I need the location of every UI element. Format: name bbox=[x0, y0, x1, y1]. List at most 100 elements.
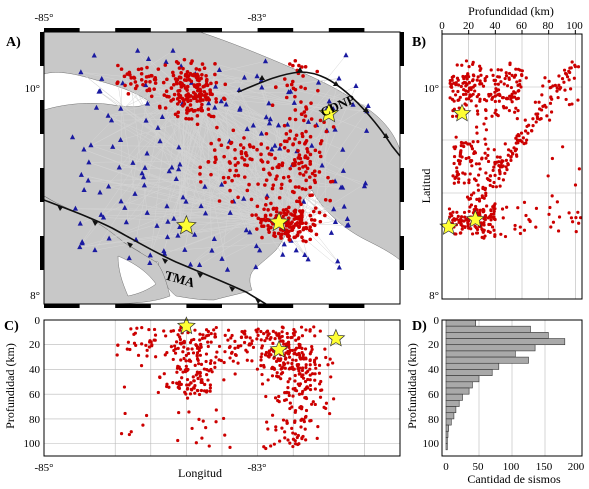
hypocenter-dot bbox=[555, 86, 559, 90]
station-triangle bbox=[81, 186, 87, 192]
hypocenter-dot bbox=[286, 438, 290, 442]
hypocenter-dot bbox=[287, 345, 291, 349]
hypocenter-dot bbox=[145, 354, 149, 358]
hypocenter-dot bbox=[265, 336, 269, 340]
epicenter-dot bbox=[255, 227, 259, 231]
hypocenter-dot bbox=[505, 168, 509, 172]
hypocenter-dot bbox=[283, 436, 287, 440]
epicenter-dot bbox=[184, 97, 189, 101]
hypocenter-dot bbox=[147, 345, 151, 349]
station-triangle bbox=[219, 255, 225, 261]
station-triangle bbox=[176, 144, 182, 150]
station-triangle bbox=[326, 98, 332, 104]
epicenter-dot bbox=[214, 97, 218, 101]
epicenter-dot bbox=[305, 147, 309, 151]
epicenter-dot bbox=[297, 161, 301, 166]
hypocenter-dot bbox=[290, 361, 294, 366]
epicenter-dot bbox=[301, 227, 306, 232]
epicenter-dot bbox=[255, 147, 259, 152]
hypocenter-dot bbox=[221, 416, 226, 421]
panel-c-ytick-80: 80 bbox=[29, 414, 41, 426]
epicenter-dot bbox=[139, 77, 144, 82]
hypocenter-dot bbox=[557, 83, 561, 87]
station-triangle bbox=[340, 167, 346, 173]
hypocenter-dot bbox=[301, 353, 305, 357]
hypocenter-dot bbox=[185, 383, 189, 387]
panel-a: A) CDNP TMA -85° -83° 10° 8° bbox=[6, 12, 404, 308]
epicenter-dot bbox=[171, 73, 176, 78]
epicenter-dot bbox=[279, 182, 284, 187]
epicenter-dot bbox=[236, 173, 241, 178]
hypocenter-dot bbox=[291, 444, 295, 449]
hypocenter-dot bbox=[177, 380, 182, 384]
raypath-line bbox=[80, 72, 143, 86]
hypocenter-dot bbox=[466, 142, 470, 146]
hypocenter-dot bbox=[317, 363, 322, 367]
epicenter-dot bbox=[326, 175, 330, 180]
epicenter-dot bbox=[185, 111, 189, 115]
hypocenter-dot bbox=[293, 373, 297, 378]
hypocenter-dot bbox=[187, 410, 191, 414]
epicenter-dot bbox=[145, 88, 149, 93]
panel-c-ytick-100: 100 bbox=[24, 438, 41, 450]
station-triangle bbox=[116, 164, 122, 170]
epicenter-dot bbox=[119, 67, 124, 71]
epicenter-dot bbox=[236, 195, 240, 200]
epicenter-dot bbox=[173, 77, 178, 81]
hypocenter-dot bbox=[507, 77, 511, 81]
hypocenter-dot bbox=[526, 131, 530, 135]
epicenter-dot bbox=[233, 148, 237, 152]
hypocenter-dot bbox=[462, 219, 466, 223]
station-triangle bbox=[79, 238, 85, 244]
hypocenter-dot bbox=[279, 339, 283, 343]
hypocenter-dot bbox=[311, 400, 315, 404]
panel-d-bars bbox=[445, 319, 566, 451]
hypocenter-dot bbox=[280, 330, 284, 334]
trench-tooth bbox=[162, 258, 168, 264]
epicenter-dot bbox=[163, 63, 168, 67]
hypocenter-dot bbox=[469, 203, 474, 207]
hypocenter-dot bbox=[291, 437, 296, 441]
epicenter-dot bbox=[323, 197, 328, 202]
epicenter-dot bbox=[202, 93, 207, 98]
hypocenter-dot bbox=[493, 94, 497, 98]
hypocenter-dot bbox=[504, 74, 509, 78]
epicenter-dot bbox=[282, 145, 287, 150]
raypath-line bbox=[206, 97, 367, 112]
station-triangle bbox=[315, 79, 322, 85]
panel-b-ytick-1: 10° bbox=[424, 83, 439, 95]
hypocenter-dot bbox=[515, 134, 519, 138]
hypocenter-dot bbox=[481, 84, 486, 88]
hypocenter-dot bbox=[500, 207, 505, 211]
station-triangle bbox=[280, 251, 286, 257]
epicenter-dot bbox=[149, 94, 154, 99]
epicenter-dot bbox=[273, 85, 278, 90]
panel-b-xtick-0: 0 bbox=[439, 20, 445, 32]
epicenter-dot bbox=[301, 238, 306, 243]
hypocenter-dot bbox=[473, 83, 477, 87]
epicenter-dot bbox=[233, 156, 237, 161]
epicenter-dot bbox=[331, 125, 336, 129]
hypocenter-dot bbox=[266, 427, 270, 431]
hypocenter-dot bbox=[486, 216, 490, 220]
hypocenter-dot bbox=[308, 383, 313, 388]
hypocenter-dot bbox=[576, 65, 581, 69]
epicenter-dot bbox=[288, 62, 292, 66]
hypocenter-dot bbox=[277, 394, 281, 399]
epicenter-dot bbox=[169, 99, 173, 103]
hypocenter-dot bbox=[523, 118, 527, 122]
hypocenter-dot bbox=[294, 358, 298, 362]
hypocenter-dot bbox=[556, 229, 561, 233]
histogram-bar bbox=[445, 400, 460, 407]
station-triangle bbox=[164, 234, 171, 240]
hypocenter-dot bbox=[275, 371, 279, 375]
epicenter-dot bbox=[264, 131, 269, 136]
hypocenter-dot bbox=[496, 75, 500, 79]
epicenter-dot bbox=[293, 94, 297, 99]
hypocenter-dot bbox=[202, 367, 206, 371]
epicenter-dot bbox=[269, 201, 273, 206]
epicenter-dot bbox=[281, 208, 286, 212]
hypocenter-dot bbox=[199, 378, 203, 382]
hypocenter-dot bbox=[176, 438, 180, 443]
hypocenter-dot bbox=[560, 77, 565, 81]
